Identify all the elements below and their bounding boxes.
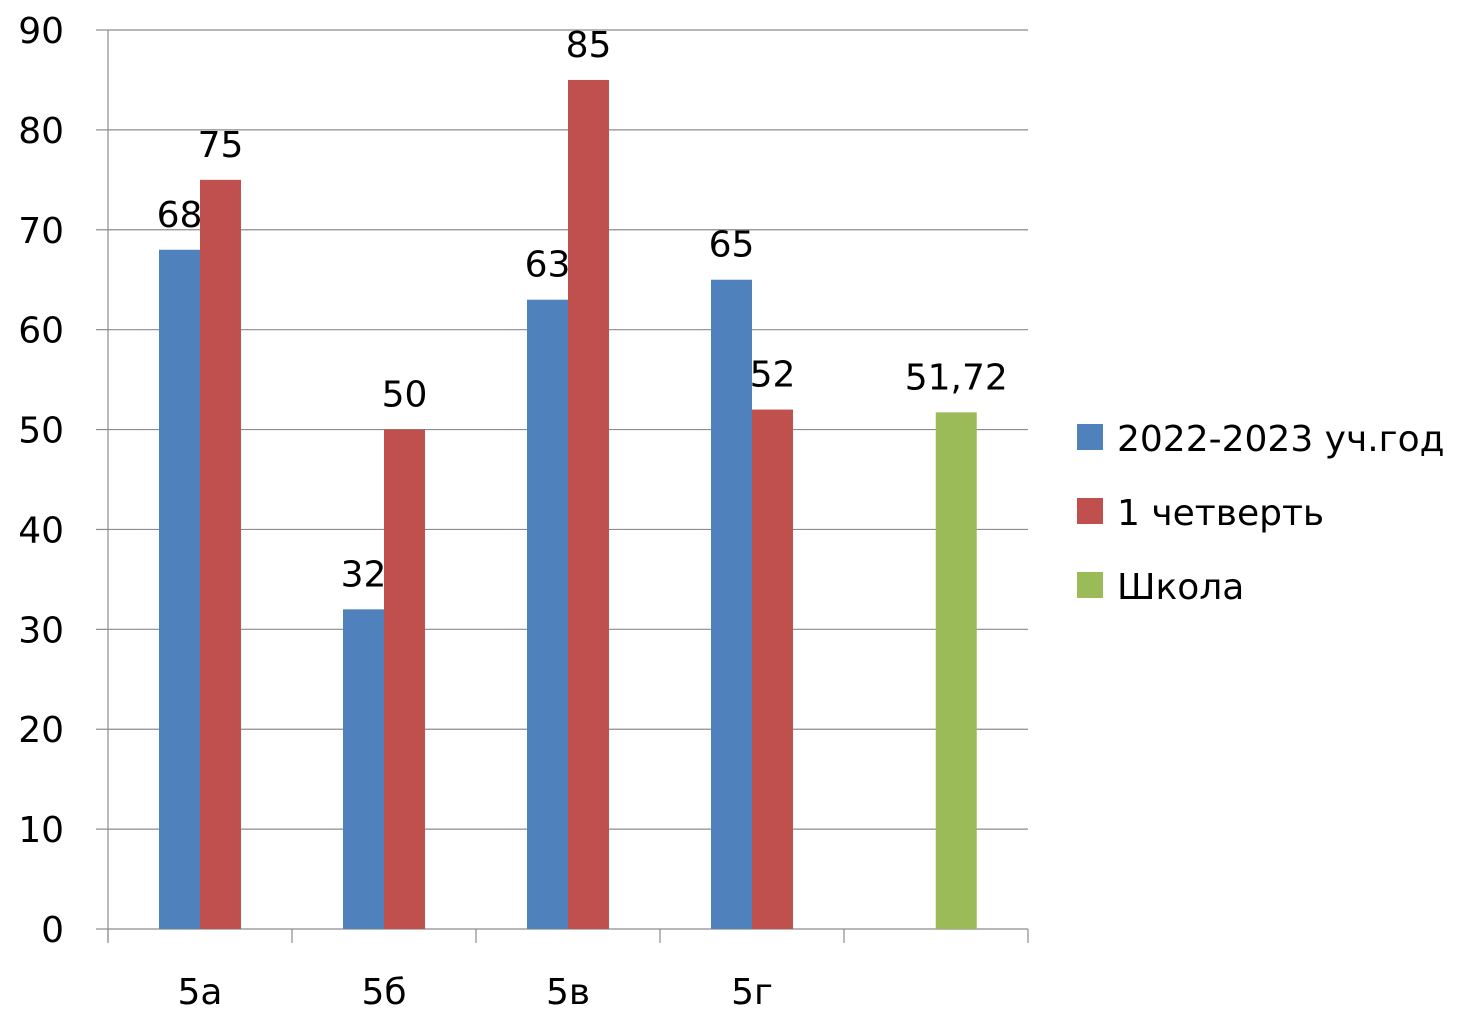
x-category-label: 5а (178, 972, 223, 1010)
y-tick-label: 80 (18, 111, 64, 152)
data-label: 50 (382, 375, 428, 416)
bar-5-series-3 (935, 412, 977, 930)
x-axis: 5а 5б 5в 5г (107, 928, 1029, 1010)
bar-2-series-1 (343, 609, 384, 929)
bar-4-series-1 (711, 279, 752, 929)
y-axis: 0 10 20 30 40 50 60 70 80 90 (18, 11, 109, 951)
legend-label: 1 четверть (1117, 493, 1324, 534)
x-category-label: 5г (731, 972, 773, 1010)
data-labels: 68 75 32 50 63 85 65 52 51,72 (157, 25, 1008, 595)
data-label: 85 (566, 25, 612, 66)
y-tick-label: 40 (18, 510, 64, 551)
bar-1-series-1 (159, 249, 200, 929)
data-label: 63 (525, 245, 571, 286)
bar-3-series-2 (568, 79, 609, 929)
data-label: 68 (157, 195, 203, 236)
data-label: 65 (709, 225, 755, 266)
data-label: 32 (341, 554, 387, 595)
data-label: 75 (198, 125, 244, 166)
y-tick-label: 90 (18, 11, 64, 52)
legend-swatch (1077, 572, 1103, 598)
x-category-label: 5в (546, 972, 590, 1010)
legend-label: Школа (1117, 567, 1244, 608)
bar-1-series-2 (200, 179, 241, 930)
y-tick-label: 50 (18, 411, 64, 452)
y-tick-label: 0 (41, 910, 64, 951)
legend-swatch (1077, 424, 1103, 450)
bar-3-series-1 (527, 299, 568, 929)
data-label: 51,72 (905, 357, 1008, 398)
y-tick-label: 20 (18, 710, 64, 751)
x-category-label: 5б (361, 972, 406, 1010)
y-tick-label: 60 (18, 311, 64, 352)
bars (159, 79, 977, 930)
legend-label: 2022-2023 уч.год (1117, 419, 1445, 460)
data-label: 52 (750, 355, 796, 396)
bar-4-series-2 (752, 409, 793, 930)
legend: 2022-2023 уч.год 1 четверть Школа (1077, 419, 1445, 608)
y-tick-label: 70 (18, 211, 64, 252)
bar-2-series-2 (384, 429, 425, 929)
legend-swatch (1077, 498, 1103, 524)
y-tick-label: 30 (18, 610, 64, 651)
y-tick-label: 10 (18, 810, 64, 851)
